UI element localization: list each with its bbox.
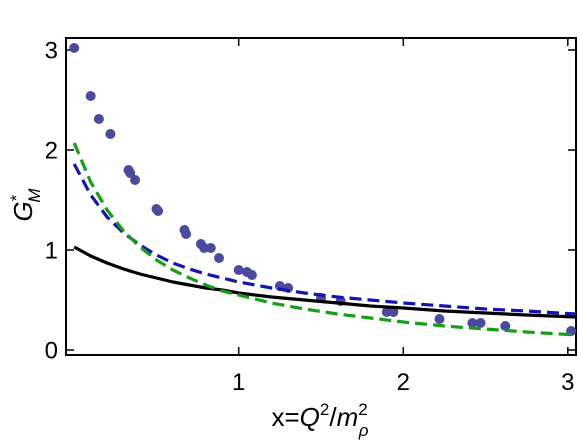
x-tick-label: 1 [232, 369, 245, 396]
x-axis-superscript: 2 [320, 400, 329, 419]
y-axis-title: G*M [7, 188, 44, 222]
y-tick-label: 0 [45, 338, 58, 365]
data-point [130, 175, 141, 185]
x-axis-slash: / [329, 402, 337, 432]
data-point [214, 253, 224, 263]
data-point [181, 229, 192, 239]
series-line-3 [72, 142, 577, 337]
series-line-1 [73, 245, 577, 319]
y-axis-symbol: G [8, 201, 38, 221]
data-point [233, 265, 244, 275]
data-point [153, 206, 164, 216]
data-point [475, 318, 486, 328]
data-point [93, 114, 104, 124]
y-axis-subscript: M [25, 188, 44, 203]
data-point [85, 91, 96, 101]
x-tick-label: 3 [561, 369, 574, 396]
x-axis-symbol: Q [300, 402, 320, 432]
series-layer [69, 43, 577, 337]
tick-labels: 1 2 3 0 1 2 3 [45, 38, 575, 397]
series-line-2 [72, 163, 577, 316]
y-tick-label: 2 [45, 138, 58, 165]
data-point [500, 321, 511, 331]
data-point [467, 318, 478, 328]
data-point [246, 270, 257, 280]
x-tick-label: 2 [397, 369, 410, 396]
data-point [69, 43, 80, 53]
x-axis-symbol-2: m [337, 402, 359, 432]
y-axis-superscript: * [7, 194, 26, 201]
x-axis-subscript-2: ρ [358, 421, 369, 440]
data-point [388, 307, 399, 317]
y-tick-label: 1 [45, 238, 58, 265]
plot-frame [65, 37, 577, 356]
x-axis-title: x=Q2/m2 ρ [271, 400, 368, 440]
x-axis-prefix: x= [271, 402, 299, 432]
data-point [205, 243, 216, 253]
axis-ticks [66, 38, 576, 355]
data-point [125, 168, 136, 178]
x-axis-superscript-2: 2 [358, 400, 367, 419]
data-point [434, 314, 445, 324]
y-tick-label: 3 [45, 38, 58, 65]
data-point [105, 129, 116, 139]
